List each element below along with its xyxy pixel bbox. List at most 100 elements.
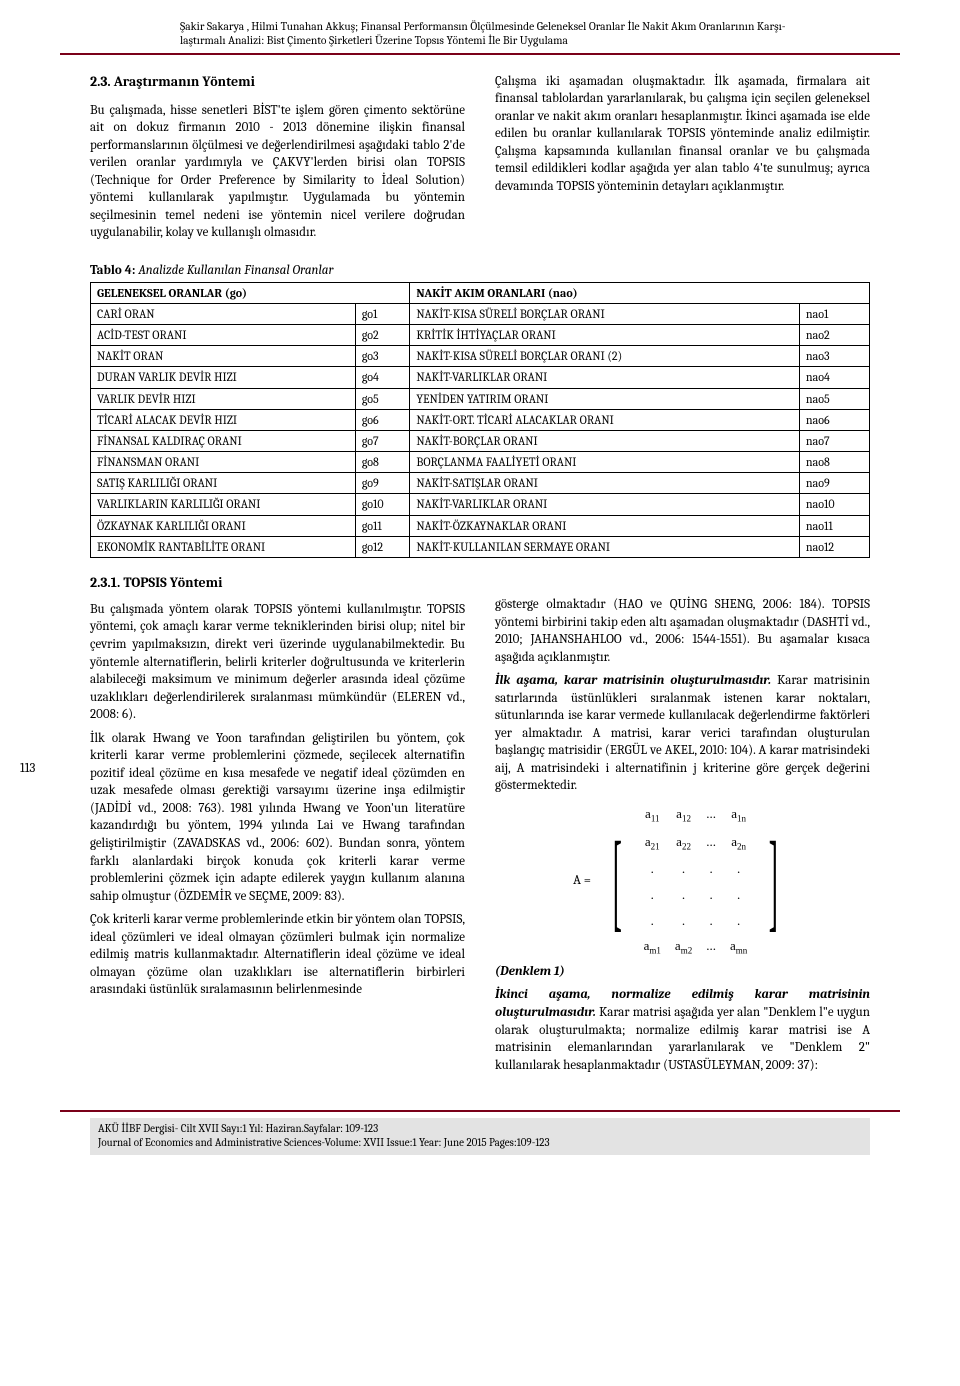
page-number: 113 xyxy=(20,760,35,778)
para-right-1: gösterge olmaktadır (HAO ve QUİNG SHENG,… xyxy=(495,596,870,666)
matrix-cell: . xyxy=(730,860,747,878)
cell-left-name: VARLIK DEVİR HIZI xyxy=(91,388,356,409)
table-header-left: GELENEKSEL ORANLAR (go) xyxy=(91,282,410,303)
cell-left-name: FİNANSMAN ORANI xyxy=(91,452,356,473)
cell-right-name: NAKİT-KISA SÜRELİ BORÇLAR ORANI (2) xyxy=(410,346,800,367)
section-2-3-left-para: Bu çalışmada, hisse senetleri BİST'te iş… xyxy=(90,102,465,242)
cell-right-name: NAKİT-ÖZKAYNAKLAR ORANI xyxy=(410,515,800,536)
matrix-cell: . xyxy=(644,860,661,878)
footer-box: AKÜ İİBF Dergisi- Cilt XVII Sayı:1 Yıl: … xyxy=(90,1118,870,1155)
matrix-cell: a1n xyxy=(730,805,747,825)
table-row: EKONOMİK RANTABİLİTE ORANIgo12NAKİT-KULL… xyxy=(91,536,870,557)
cell-right-name: NAKİT-KULLANILAN SERMAYE ORANI xyxy=(410,536,800,557)
cell-left-name: FİNANSAL KALDIRAÇ ORANI xyxy=(91,430,356,451)
cell-left-name: EKONOMİK RANTABİLİTE ORANI xyxy=(91,536,356,557)
cell-left-name: ÖZKAYNAK KARLILIĞI ORANI xyxy=(91,515,356,536)
cell-left-code: go1 xyxy=(355,303,410,324)
matrix-label: A = xyxy=(573,872,591,890)
matrix-cell: a22 xyxy=(675,833,692,853)
cell-left-code: go10 xyxy=(355,494,410,515)
cell-right-name: NAKİT-KISA SÜRELİ BORÇLAR ORANI xyxy=(410,303,800,324)
cell-left-code: go11 xyxy=(355,515,410,536)
cell-left-name: CARİ ORAN xyxy=(91,303,356,324)
para-left-3: Çok kriterli karar verme problemlerinde … xyxy=(90,911,465,999)
para-left-1: Bu çalışmada yöntem olarak TOPSIS yöntem… xyxy=(90,601,465,724)
table-row: DURAN VARLIK DEVİR HIZIgo4NAKİT-VARLIKLA… xyxy=(91,367,870,388)
table-4-caption-bold: Tablo 4: xyxy=(90,263,135,278)
cell-right-code: nao8 xyxy=(799,452,869,473)
matrix-grid: a11a12...a1na21a22...a2n............am1a… xyxy=(644,805,748,957)
table-row: ACİD-TEST ORANIgo2KRİTİK İHTİYAÇLAR ORAN… xyxy=(91,324,870,345)
cell-right-name: NAKİT-ORT. TİCARİ ALACAKLAR ORANI xyxy=(410,409,800,430)
table-row: CARİ ORANgo1NAKİT-KISA SÜRELİ BORÇLAR OR… xyxy=(91,303,870,324)
cell-right-code: nao12 xyxy=(799,536,869,557)
cell-right-name: NAKİT-BORÇLAR ORANI xyxy=(410,430,800,451)
table-row: NAKİT ORANgo3NAKİT-KISA SÜRELİ BORÇLAR O… xyxy=(91,346,870,367)
cell-right-name: KRİTİK İHTİYAÇLAR ORANI xyxy=(410,324,800,345)
cell-left-name: ACİD-TEST ORANI xyxy=(91,324,356,345)
table-row: VARLIKLARIN KARLILIĞI ORANIgo10NAKİT-VAR… xyxy=(91,494,870,515)
table-row: FİNANSAL KALDIRAÇ ORANIgo7NAKİT-BORÇLAR … xyxy=(91,430,870,451)
cell-right-name: YENİDEN YATIRIM ORANI xyxy=(410,388,800,409)
cell-left-code: go12 xyxy=(355,536,410,557)
matrix-cell: am2 xyxy=(675,937,692,957)
running-header: Şakir Sakarya , Hilmi Tunahan Akkuş; Fin… xyxy=(60,20,900,49)
cell-right-code: nao1 xyxy=(799,303,869,324)
cell-right-code: nao5 xyxy=(799,388,869,409)
section-2-3: 2.3. Araştırmanın Yöntemi Bu çalışmada, … xyxy=(60,73,900,248)
cell-left-name: NAKİT ORAN xyxy=(91,346,356,367)
matrix-cell: a21 xyxy=(644,833,661,853)
matrix-a: A = [ a11a12...a1na21a22...a2n..........… xyxy=(495,805,870,957)
footer: AKÜ İİBF Dergisi- Cilt XVII Sayı:1 Yıl: … xyxy=(60,1110,900,1155)
table-header-right: NAKİT AKIM ORANLARI (nao) xyxy=(410,282,870,303)
matrix-cell: . xyxy=(730,912,747,930)
cell-left-name: TİCARİ ALACAK DEVİR HIZI xyxy=(91,409,356,430)
cell-left-name: SATIŞ KARLILIĞI ORANI xyxy=(91,473,356,494)
footer-line-1: AKÜ İİBF Dergisi- Cilt XVII Sayı:1 Yıl: … xyxy=(98,1122,378,1135)
cell-right-code: nao2 xyxy=(799,324,869,345)
matrix-cell: . xyxy=(675,886,692,904)
cell-right-name: NAKİT-VARLIKLAR ORANI xyxy=(410,367,800,388)
left-column-2: 2.3.1. TOPSIS Yöntemi Bu çalışmada yönte… xyxy=(90,568,465,1080)
footer-line-2: Journal of Economics and Administrative … xyxy=(98,1136,550,1149)
cell-left-code: go3 xyxy=(355,346,410,367)
cell-right-code: nao10 xyxy=(799,494,869,515)
matrix-cell: a2n xyxy=(730,833,747,853)
matrix-cell: ... xyxy=(706,833,716,853)
matrix-cell: . xyxy=(706,886,716,904)
cell-left-code: go2 xyxy=(355,324,410,345)
matrix-cell: . xyxy=(675,912,692,930)
cell-right-code: nao6 xyxy=(799,409,869,430)
cell-right-code: nao11 xyxy=(799,515,869,536)
table-row: ÖZKAYNAK KARLILIĞI ORANIgo11NAKİT-ÖZKAYN… xyxy=(91,515,870,536)
right-column: Çalışma iki aşamadan oluşmaktadır. İlk a… xyxy=(495,73,870,248)
matrix-cell: am1 xyxy=(644,937,661,957)
header-line-1: Şakir Sakarya , Hilmi Tunahan Akkuş; Fin… xyxy=(180,20,786,33)
table-row: SATIŞ KARLILIĞI ORANIgo9NAKİT-SATIŞLAR O… xyxy=(91,473,870,494)
cell-left-code: go5 xyxy=(355,388,410,409)
para-right-2-lead: İlk aşama, karar matrisinin oluşturulmas… xyxy=(495,673,771,688)
matrix-cell: ... xyxy=(706,805,716,825)
table-row: VARLIK DEVİR HIZIgo5YENİDEN YATIRIM ORAN… xyxy=(91,388,870,409)
table-4-wrap: Tablo 4: Analizde Kullanılan Finansal Or… xyxy=(60,262,900,558)
cell-left-name: VARLIKLARIN KARLILIĞI ORANI xyxy=(91,494,356,515)
table-4: GELENEKSEL ORANLAR (go)NAKİT AKIM ORANLA… xyxy=(90,282,870,558)
cell-left-code: go7 xyxy=(355,430,410,451)
matrix-cell: . xyxy=(730,886,747,904)
matrix-cell: a11 xyxy=(644,805,661,825)
section-2-3-1: 2.3.1. TOPSIS Yöntemi Bu çalışmada yönte… xyxy=(60,568,900,1080)
table-4-caption: Tablo 4: Analizde Kullanılan Finansal Or… xyxy=(90,262,870,280)
section-2-3-title: 2.3. Araştırmanın Yöntemi xyxy=(90,73,465,92)
matrix-cell: amn xyxy=(730,937,747,957)
matrix-cell: a12 xyxy=(675,805,692,825)
cell-right-name: BORÇLANMA FAALİYETİ ORANI xyxy=(410,452,800,473)
para-right-3: İkinci aşama, normalize edilmiş karar ma… xyxy=(495,986,870,1074)
cell-right-code: nao9 xyxy=(799,473,869,494)
table-row: FİNANSMAN ORANIgo8BORÇLANMA FAALİYETİ OR… xyxy=(91,452,870,473)
matrix-cell: . xyxy=(706,860,716,878)
cell-left-code: go6 xyxy=(355,409,410,430)
cell-right-name: NAKİT-SATIŞLAR ORANI xyxy=(410,473,800,494)
para-right-2-body: Karar matrisinin satırlarında üstünlükle… xyxy=(495,673,870,793)
cell-right-name: NAKİT-VARLIKLAR ORANI xyxy=(410,494,800,515)
matrix-cell: . xyxy=(644,886,661,904)
